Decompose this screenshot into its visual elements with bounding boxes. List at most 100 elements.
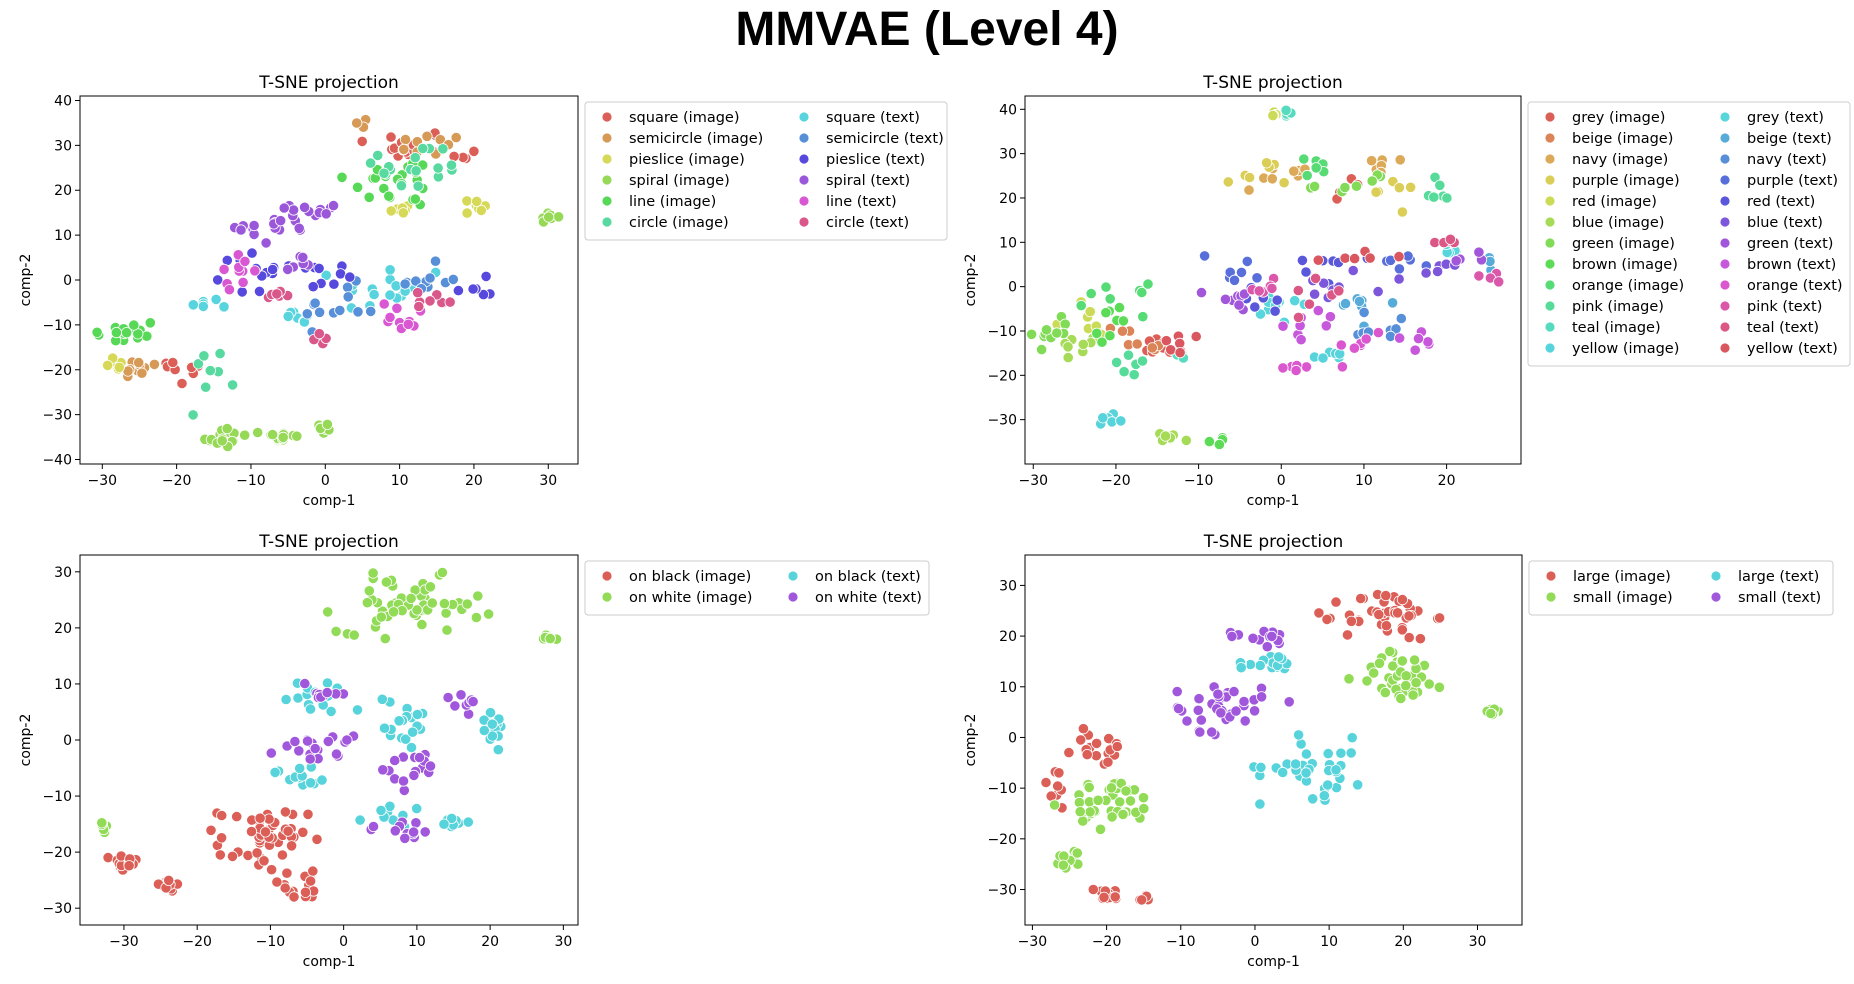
scatter-point (407, 826, 420, 838)
scatter-point (1485, 707, 1497, 720)
legend-entry: yellow (text) (1719, 341, 1838, 357)
scatter-point (167, 356, 179, 369)
scatter-point (200, 381, 212, 393)
scatter-point (1400, 680, 1412, 692)
scatter-point (413, 751, 426, 764)
scatter-point (377, 764, 389, 776)
scatter-point (221, 422, 233, 435)
scatter-point (1213, 438, 1226, 451)
scatter-point (1137, 311, 1149, 323)
legend-label: square (text) (826, 110, 920, 126)
legend-label: spiral (image) (629, 173, 730, 189)
legend-entry: on black (text) (787, 569, 921, 585)
scatter-point (477, 288, 490, 301)
scatter-point (334, 304, 346, 316)
scatter-point (294, 762, 306, 775)
scatter-point (1081, 748, 1093, 761)
scatter-point (1269, 305, 1281, 317)
scatter-point (1298, 153, 1310, 165)
x-tick-label: 10 (1355, 473, 1373, 489)
scatter-point (212, 274, 224, 286)
legend-entry: blue (text) (1719, 215, 1823, 231)
legend: large (image) small (image) large (text) sm… (1528, 560, 1834, 616)
legend-entry: pieslice (text) (798, 152, 925, 168)
scatter-point (484, 707, 497, 719)
scatter-point (297, 251, 309, 263)
scatter-point (309, 297, 321, 309)
legend-label: line (text) (826, 194, 897, 210)
x-tick-label: −30 (109, 934, 139, 950)
scatter-point (1393, 182, 1406, 194)
scatter-point (287, 204, 300, 216)
scatter-point (1193, 693, 1205, 705)
scatter-point (304, 703, 317, 715)
scatter-point (1228, 274, 1241, 286)
scatter-point (1368, 667, 1380, 679)
figure-title: MMVAE (Level 4) (735, 3, 1119, 56)
scatter-point (402, 318, 414, 330)
scatter-point (1310, 162, 1322, 174)
scatter-point (1346, 732, 1358, 744)
scatter-point (252, 426, 264, 439)
scatter-point (1307, 793, 1319, 805)
y-tick-label: 0 (63, 733, 72, 749)
legend-label: pink (image) (1572, 299, 1664, 315)
scatter-point (1277, 766, 1289, 779)
scatter-point (1366, 175, 1378, 187)
scatter-point (1372, 326, 1385, 339)
scatter-point (1395, 692, 1407, 705)
legend-entry: green (image) (1544, 236, 1675, 252)
scatter-point (1106, 811, 1118, 823)
scatter-point (416, 618, 428, 631)
scatter-point (1226, 630, 1238, 643)
scatter-point (1345, 615, 1358, 627)
scatter-point (1247, 632, 1259, 644)
scatter-point (405, 741, 418, 754)
scatter-point (216, 809, 228, 822)
x-tick-label: 10 (391, 473, 409, 489)
scatter-point (389, 825, 401, 837)
x-tick-label: −30 (88, 473, 118, 489)
tsne-panel-1: T-SNE projection −30 −20 −10 0 10 20 30 −40 −30 −2… (18, 73, 948, 509)
legend-marker (1719, 342, 1731, 354)
scatter-point (218, 263, 230, 275)
legend-label: large (text) (1738, 569, 1819, 585)
scatter-point (375, 611, 387, 623)
x-tick-label: −20 (162, 473, 192, 489)
scatter-point (1249, 301, 1261, 313)
x-tick-label: −20 (182, 934, 212, 950)
scatter-point (412, 180, 424, 192)
scatter-point (1441, 192, 1453, 204)
scatter-point (1283, 696, 1295, 708)
legend-label: brown (image) (1572, 257, 1678, 273)
legend-marker (601, 174, 613, 186)
legend-entry: spiral (text) (798, 173, 910, 189)
legend-marker (601, 153, 613, 165)
scatter-point (411, 802, 423, 815)
legend-label: small (text) (1738, 590, 1821, 606)
scatter-point (1059, 318, 1071, 330)
legend-label: grey (image) (1572, 110, 1665, 126)
legend-label: on black (text) (815, 569, 921, 585)
scatter-point (136, 367, 148, 379)
scatter-point (1052, 780, 1064, 792)
legend-label: brown (text) (1747, 257, 1836, 273)
legend-marker (1544, 153, 1556, 165)
scatter-point (419, 826, 431, 838)
scatter-point (239, 255, 251, 267)
legend-marker (1544, 132, 1556, 144)
scatter-point (304, 753, 316, 765)
scatter-point (1071, 847, 1083, 859)
scatter-point (1100, 281, 1112, 293)
y-tick-label: −10 (42, 318, 72, 334)
scatter-point (1256, 691, 1268, 703)
scatter-point (1254, 659, 1266, 672)
scatter-point (1222, 176, 1234, 188)
legend-entry: purple (text) (1719, 173, 1838, 189)
x-tick-label: −20 (1092, 934, 1122, 950)
scatter-point (1300, 767, 1312, 779)
scatter-point (302, 808, 314, 820)
scatter-point (384, 289, 396, 301)
scatter-point (1091, 327, 1103, 339)
scatter-point (399, 133, 412, 146)
